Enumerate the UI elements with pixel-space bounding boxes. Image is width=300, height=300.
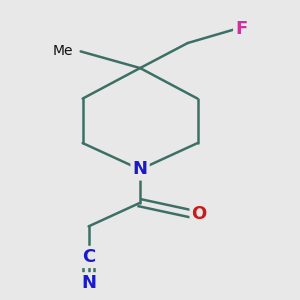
Text: N: N [81, 274, 96, 292]
Text: Me: Me [52, 44, 73, 58]
Text: O: O [192, 205, 207, 223]
Text: C: C [82, 248, 95, 266]
Text: N: N [133, 160, 148, 178]
Text: F: F [235, 20, 248, 38]
